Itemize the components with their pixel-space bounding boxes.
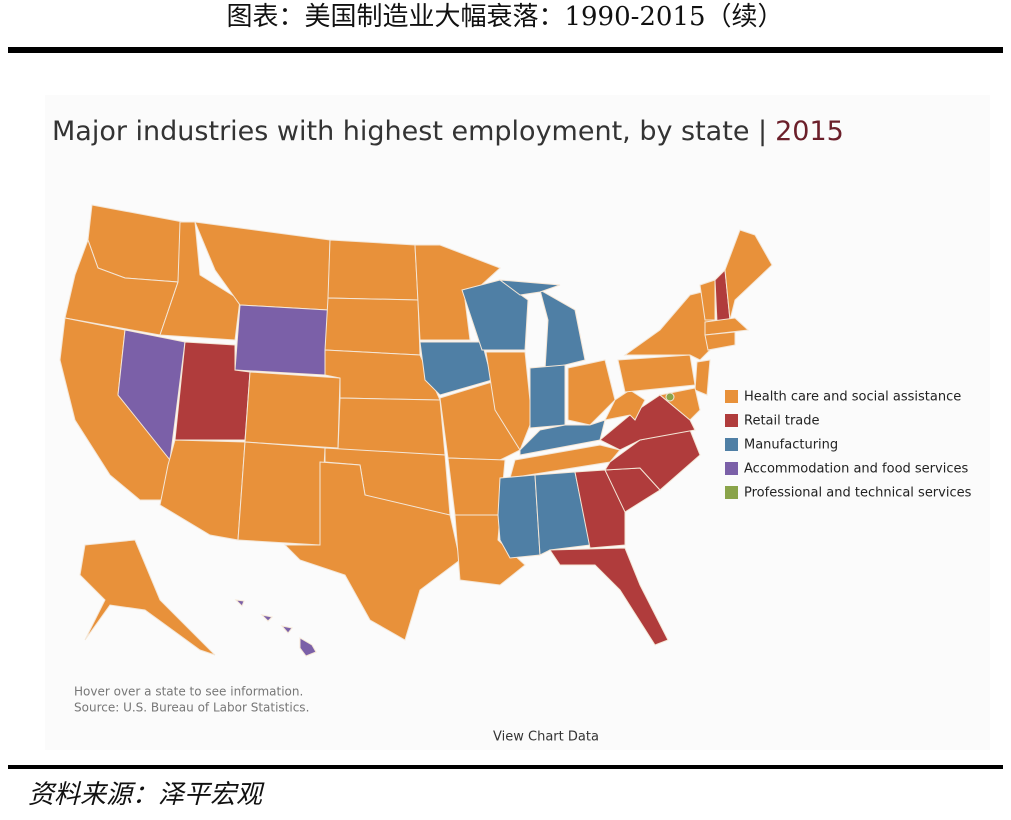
state [549, 547, 669, 646]
view-data-link[interactable]: View Chart Data [493, 730, 599, 745]
state [337, 397, 446, 456]
state [694, 359, 711, 396]
legend: Health care and social assistance Retail … [725, 390, 972, 501]
title-text: Major industries with highest employment… [52, 116, 767, 147]
state [159, 221, 241, 341]
state [234, 304, 329, 376]
state [617, 354, 696, 393]
state [519, 419, 606, 456]
state [498, 279, 561, 296]
state [534, 471, 591, 556]
map-title: Major industries with highest employment… [52, 116, 844, 147]
state [699, 279, 716, 321]
legend-label: Health care and social assistance [744, 390, 961, 405]
legend-swatch [725, 414, 738, 427]
title-year: 2015 [775, 116, 844, 147]
state [244, 371, 341, 449]
state [79, 539, 216, 656]
rule [8, 47, 1003, 53]
footer-source: 资料来源：泽平宏观 [28, 780, 265, 810]
note: Hover over a state to see information. [74, 685, 303, 699]
state [419, 341, 493, 396]
state [461, 279, 529, 351]
state [665, 392, 675, 402]
legend-label: Accommodation and food services [744, 462, 968, 477]
legend-swatch [725, 486, 738, 499]
legend-label: Manufacturing [744, 438, 838, 453]
state [574, 469, 626, 549]
header-title: 图表：美国制造业大幅衰落：1990-2015（续） [226, 2, 783, 32]
note: Source: U.S. Bureau of Labor Statistics. [74, 701, 309, 715]
state [299, 637, 317, 657]
state [529, 364, 566, 429]
state [324, 297, 421, 356]
state [283, 461, 461, 641]
state [280, 625, 293, 634]
state [704, 331, 736, 351]
legend-swatch [725, 462, 738, 475]
state [447, 457, 506, 516]
state [260, 614, 274, 622]
legend-label: Professional and technical services [744, 486, 972, 501]
state [327, 239, 419, 301]
state-map [59, 204, 773, 657]
state [509, 444, 621, 479]
state [485, 351, 533, 452]
state [234, 599, 245, 607]
state [704, 317, 750, 336]
legend-swatch [725, 438, 738, 451]
legend-swatch [725, 390, 738, 403]
rule [8, 765, 1003, 769]
legend-label: Retail trade [744, 414, 820, 429]
state [567, 359, 616, 426]
state [497, 474, 541, 559]
state [237, 441, 326, 546]
state [604, 389, 646, 421]
